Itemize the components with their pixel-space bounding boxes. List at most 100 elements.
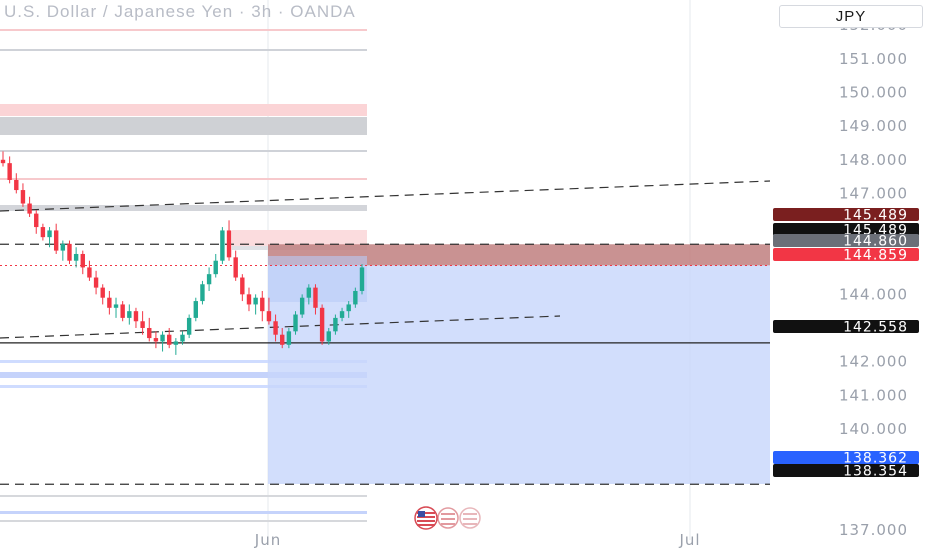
candle-body bbox=[213, 260, 218, 275]
candle-body bbox=[313, 287, 318, 308]
zone-blue-line-1 bbox=[0, 360, 367, 363]
zone-gray-line-1 bbox=[0, 49, 367, 51]
position-stop-zone[interactable] bbox=[268, 244, 770, 266]
zone-blue-line-4 bbox=[0, 511, 367, 514]
y-tick-label: 137.000 bbox=[839, 521, 908, 539]
price-tag-label: 138.354 bbox=[843, 464, 908, 480]
y-tick-label: 141.000 bbox=[839, 386, 908, 404]
candle-body bbox=[80, 253, 85, 268]
candle-body bbox=[273, 321, 278, 335]
y-tick-label: 140.000 bbox=[839, 420, 908, 438]
candle-body bbox=[27, 203, 32, 214]
zone-gray-band bbox=[0, 117, 367, 135]
candle-body bbox=[34, 213, 39, 228]
candle-body bbox=[306, 287, 312, 298]
y-tick-label: 148.000 bbox=[839, 151, 908, 169]
price-tag bbox=[773, 248, 919, 261]
candle-body bbox=[7, 163, 12, 180]
candle-body bbox=[233, 257, 238, 278]
lower-trendline[interactable] bbox=[0, 315, 561, 339]
price-tag bbox=[773, 451, 919, 464]
candle-body bbox=[353, 290, 358, 305]
candle-body bbox=[53, 230, 59, 251]
zone-pink-band bbox=[0, 104, 367, 116]
candle-body bbox=[319, 307, 325, 342]
candle-body bbox=[67, 243, 72, 261]
price-tag bbox=[773, 223, 919, 236]
y-tick-label: 144.000 bbox=[839, 285, 908, 303]
candle-body bbox=[200, 284, 205, 302]
candle-body bbox=[20, 190, 26, 204]
price-tag bbox=[773, 208, 919, 221]
x-axis[interactable]: Jun Jul bbox=[254, 531, 701, 549]
candle-body bbox=[346, 304, 351, 312]
y-tick-label: 147.000 bbox=[839, 184, 908, 202]
zone-gray-band-2 bbox=[0, 205, 367, 211]
candle-body bbox=[193, 301, 198, 318]
candle-body bbox=[14, 179, 19, 191]
candle-body bbox=[113, 304, 119, 308]
candle-body bbox=[140, 321, 145, 328]
candle-body bbox=[226, 230, 232, 258]
candle-body bbox=[160, 334, 165, 342]
candle-body bbox=[120, 304, 125, 318]
candle-body bbox=[333, 317, 338, 332]
candle-body bbox=[260, 297, 265, 312]
zone-pink-band-2 bbox=[232, 230, 367, 246]
x-tick-label: Jun bbox=[254, 531, 281, 549]
upper-trendline[interactable] bbox=[0, 180, 771, 212]
candle-body bbox=[127, 311, 132, 318]
zone-pink-line-2 bbox=[0, 178, 367, 180]
candle-body bbox=[339, 311, 345, 318]
zone-gray-line-3 bbox=[0, 495, 367, 497]
zone-blue-line-2 bbox=[0, 372, 367, 378]
candle-body bbox=[147, 327, 152, 339]
candle-body bbox=[167, 334, 172, 345]
candle-body bbox=[47, 230, 52, 238]
candle-body bbox=[299, 297, 305, 315]
candle-body bbox=[0, 159, 6, 164]
chart-title: U.S. Dollar / Japanese Yen · 3h · OANDA bbox=[4, 2, 356, 21]
candle-body bbox=[206, 274, 212, 285]
candle-body bbox=[60, 243, 66, 251]
candle-body bbox=[359, 267, 365, 291]
candle-body bbox=[326, 331, 331, 342]
candle-body bbox=[173, 341, 179, 345]
price-tag-label: 144.859 bbox=[843, 248, 908, 264]
candle-body bbox=[153, 338, 159, 342]
candle-body bbox=[266, 311, 272, 322]
price-tag bbox=[773, 320, 919, 333]
price-tag-label: 145.489 bbox=[843, 208, 908, 224]
candle-body bbox=[40, 227, 46, 238]
us-flag-events-icon[interactable] bbox=[414, 506, 481, 530]
zone-blue-line-3 bbox=[0, 385, 367, 388]
candle-body bbox=[240, 277, 245, 295]
candle-body bbox=[220, 230, 225, 261]
candle-body bbox=[293, 314, 298, 332]
x-tick-label: Jul bbox=[678, 531, 700, 549]
y-tick-label: 149.000 bbox=[839, 117, 908, 135]
candle-body bbox=[100, 287, 105, 298]
price-tag-label: 142.558 bbox=[843, 320, 908, 336]
zone-top-pink-line bbox=[0, 29, 367, 31]
currency-selector[interactable]: JPY bbox=[779, 5, 923, 28]
price-tag bbox=[773, 234, 919, 247]
candle-body bbox=[73, 253, 79, 261]
price-tags: 145.489145.489144.860144.859142.558138.3… bbox=[773, 208, 919, 480]
candle-body bbox=[280, 334, 285, 345]
candle-body bbox=[93, 277, 99, 288]
price-tag-label: 138.362 bbox=[843, 451, 908, 467]
price-tag bbox=[773, 464, 919, 477]
zone-gray-line-4 bbox=[0, 520, 367, 522]
candle-body bbox=[107, 297, 112, 308]
candle-body bbox=[286, 331, 292, 345]
candle-body bbox=[186, 317, 192, 335]
candle-body bbox=[133, 311, 139, 322]
candles-group bbox=[0, 151, 365, 355]
candle-body bbox=[246, 294, 252, 305]
y-tick-label: 142.000 bbox=[839, 353, 908, 371]
candle-body bbox=[180, 334, 185, 342]
y-tick-label: 151.000 bbox=[839, 50, 908, 68]
y-tick-label: 150.000 bbox=[839, 84, 908, 102]
